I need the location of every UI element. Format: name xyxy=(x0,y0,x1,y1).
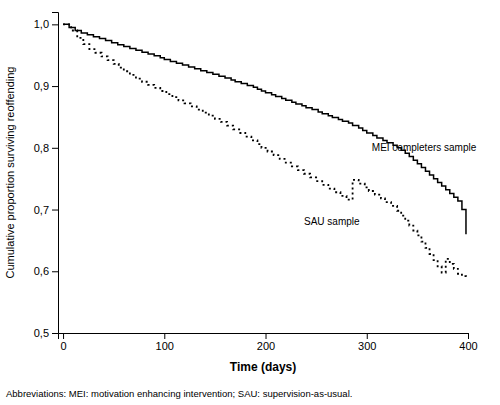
y-tick-mark xyxy=(52,86,58,87)
annotation: SAU sample xyxy=(304,216,360,227)
y-tick-label: 0,9 xyxy=(34,80,49,92)
y-axis-line xyxy=(52,13,59,334)
x-tick-label: 100 xyxy=(156,340,174,352)
series-line xyxy=(63,24,466,234)
x-tick: 200 xyxy=(257,333,275,352)
x-axis-line xyxy=(59,334,469,340)
y-tick-mark xyxy=(52,148,58,149)
y-tick: 1,0 xyxy=(34,18,58,30)
x-tick-label: 300 xyxy=(358,340,376,352)
x-tick: 0 xyxy=(60,333,66,352)
y-tick: 0,8 xyxy=(34,142,58,154)
footnote: Abbreviations: MEI: motivation enhancing… xyxy=(6,388,352,399)
plot-area: 0 100 200 300 400 0,5 0,6 0,7 0,8 0,9 1,0 MEI compl… xyxy=(34,13,478,352)
x-tick-mark xyxy=(164,333,165,339)
x-tick: 400 xyxy=(459,333,477,352)
y-tick-label: 0,8 xyxy=(34,142,49,154)
y-axis: 0,5 0,6 0,7 0,8 0,9 1,0 xyxy=(34,13,59,340)
y-tick-label: 0,6 xyxy=(34,265,49,277)
y-tick-mark xyxy=(52,24,58,25)
x-tick-mark xyxy=(63,333,64,339)
y-axis-title: Cumulative proportion surviving reoffend… xyxy=(4,67,16,279)
x-tick-label: 400 xyxy=(459,340,477,352)
x-tick: 100 xyxy=(156,333,174,352)
annotation: MEI completers sample xyxy=(372,142,477,153)
y-tick-mark xyxy=(52,271,58,272)
y-tick-mark xyxy=(52,210,58,211)
y-tick-label: 0,7 xyxy=(34,204,49,216)
x-axis: 0 100 200 300 400 xyxy=(59,333,478,352)
x-tick-mark xyxy=(266,333,267,339)
y-tick: 0,9 xyxy=(34,80,58,92)
y-tick: 0,7 xyxy=(34,204,58,216)
x-tick-mark xyxy=(367,333,368,339)
x-tick-label: 200 xyxy=(257,340,275,352)
y-tick-label: 1,0 xyxy=(34,18,49,30)
chart: 0 100 200 300 400 0,5 0,6 0,7 0,8 0,9 1,0 MEI compl… xyxy=(0,0,500,405)
y-tick: 0,5 xyxy=(34,327,58,339)
y-tick-mark xyxy=(52,333,58,334)
y-tick-label: 0,5 xyxy=(34,327,49,339)
y-tick: 0,6 xyxy=(34,265,58,277)
x-tick-mark xyxy=(468,333,469,339)
x-tick: 300 xyxy=(358,333,376,352)
x-axis-title: Time (days) xyxy=(230,360,296,374)
x-tick-label: 0 xyxy=(60,340,66,352)
